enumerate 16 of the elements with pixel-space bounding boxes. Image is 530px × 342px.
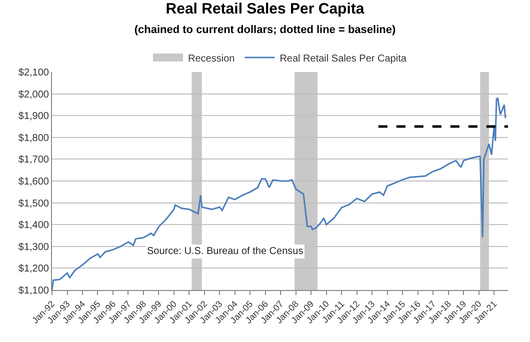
chart-subtitle: (chained to current dollars; dotted line = baseline) bbox=[134, 24, 396, 36]
legend-label: Real Retail Sales Per Capita bbox=[280, 53, 407, 64]
y-tick-label: $1,100 bbox=[18, 286, 50, 296]
y-tick-label: $2,100 bbox=[18, 68, 50, 78]
legend-label: Recession bbox=[188, 53, 235, 64]
y-tick-label: $1,300 bbox=[18, 242, 50, 253]
y-tick-label: $1,400 bbox=[18, 220, 50, 232]
y-tick-label: $2,000 bbox=[18, 89, 50, 100]
annotation: Source: U.S. Bureau of the Census bbox=[147, 246, 304, 257]
chart-title: Real Retail Sales Per Capita bbox=[166, 0, 365, 18]
y-tick-label: $1,800 bbox=[18, 132, 50, 144]
y-tick-label: $1,700 bbox=[18, 154, 50, 166]
y-tick-label: $1,200 bbox=[18, 264, 50, 275]
y-tick-label: $1,900 bbox=[18, 111, 50, 122]
y-tick-label: $1,500 bbox=[18, 198, 50, 210]
y-tick-label: $1,600 bbox=[18, 176, 50, 188]
